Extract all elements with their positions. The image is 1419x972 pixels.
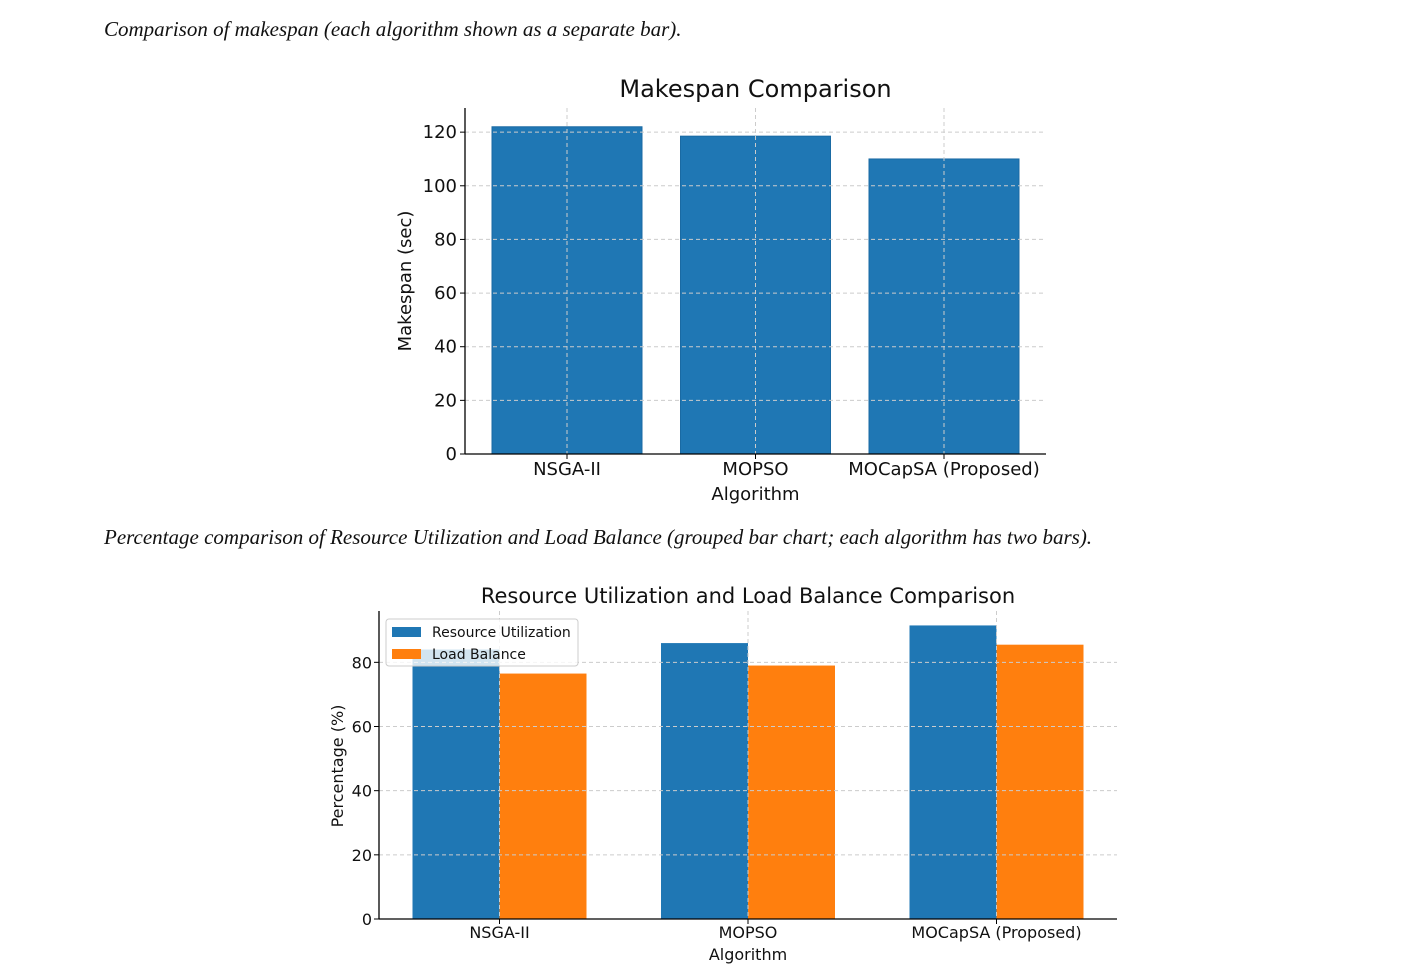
y-tick-label-20: 20	[352, 846, 372, 865]
x-tick-label-mocapsa-proposed: MOCapSA (Proposed)	[848, 459, 1039, 480]
y-tick-label-20: 20	[434, 390, 457, 411]
y-tick-label-0: 0	[362, 910, 372, 929]
y-axis-label: Makespan (sec)	[395, 211, 416, 352]
legend-box	[385, 618, 579, 667]
bar-resource-utilization-mopso	[661, 643, 748, 919]
x-axis-label: Algorithm	[709, 945, 787, 964]
bar-load-balance-mopso	[748, 665, 835, 919]
y-tick-label-60: 60	[434, 283, 457, 304]
makespan-caption: Comparison of makespan (each algorithm s…	[104, 17, 682, 41]
y-tick-label-120: 120	[423, 122, 457, 143]
y-tick-label-0: 0	[446, 444, 457, 465]
bar-load-balance-mocapsa-proposed	[996, 644, 1084, 919]
x-tick-label-mocapsa-proposed: MOCapSA (Proposed)	[911, 923, 1081, 942]
legend-label-resource-utilization: Resource Utilization	[432, 625, 571, 641]
y-tick-label-40: 40	[352, 782, 372, 801]
bar-resource-utilization-mocapsa-proposed	[909, 625, 997, 919]
x-axis-label: Algorithm	[711, 484, 799, 505]
legend-swatch-resource-utilization	[392, 627, 421, 637]
y-tick-label-80: 80	[434, 229, 457, 250]
y-tick-label-40: 40	[434, 337, 457, 358]
utilization-caption: Percentage comparison of Resource Utiliz…	[104, 525, 1093, 549]
legend-swatch-load-balance	[392, 649, 421, 659]
bar-load-balance-nsga-ii	[499, 673, 587, 919]
chart-title: Makespan Comparison	[619, 75, 891, 103]
x-tick-label-nsga-ii: NSGA-II	[533, 459, 601, 480]
x-tick-label-mopso: MOPSO	[722, 459, 788, 480]
chart-title: Resource Utilization and Load Balance Co…	[481, 584, 1015, 608]
legend-label-load-balance: Load Balance	[432, 647, 526, 663]
y-tick-label-100: 100	[423, 176, 457, 197]
y-axis-label: Percentage (%)	[328, 705, 347, 828]
x-tick-label-nsga-ii: NSGA-II	[469, 923, 529, 942]
y-tick-label-60: 60	[352, 718, 372, 737]
x-tick-label-mopso: MOPSO	[719, 923, 778, 942]
y-tick-label-80: 80	[352, 653, 372, 672]
bar-resource-utilization-nsga-ii	[412, 649, 500, 919]
bar-mopso	[680, 135, 831, 455]
